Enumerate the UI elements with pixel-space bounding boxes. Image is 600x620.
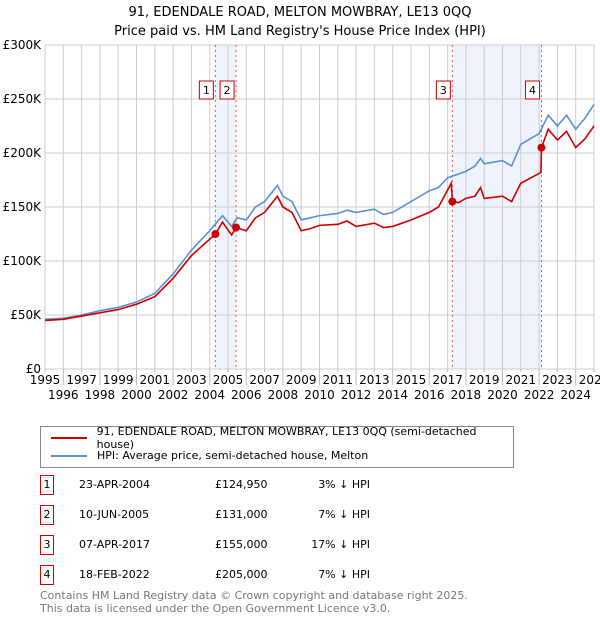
x-tick-label: 1996: [48, 388, 79, 402]
legend-swatch-red: [51, 436, 87, 439]
sale-point: [211, 230, 220, 239]
x-tick-label: 2015: [396, 373, 427, 387]
x-tick-label: 1998: [85, 388, 116, 402]
sale-label-box: [524, 80, 540, 100]
x-tick-label: 2008: [268, 388, 299, 402]
sale-price: £131,000: [215, 508, 268, 521]
x-tick-label: 2006: [231, 388, 262, 402]
sale-label-box: [435, 80, 451, 100]
sale-label-box: [198, 80, 214, 100]
x-tick-label: 2010: [304, 388, 335, 402]
sale-date: 07-APR-2017: [79, 538, 151, 551]
x-tick-label: 2005: [213, 373, 244, 387]
x-tick-label: 1999: [103, 373, 134, 387]
y-tick-label: £250K: [3, 92, 43, 106]
legend-item-property: 91, EDENDALE ROAD, MELTON MOWBRAY, LE13 …: [51, 425, 513, 451]
x-tick-label: 2007: [249, 373, 280, 387]
sale-point: [232, 223, 241, 232]
sale-point: [537, 143, 546, 152]
sale-row: 3 07-APR-2017 £155,000 17% ↓ HPI: [40, 535, 440, 555]
sale-row: 2 10-JUN-2005 £131,000 7% ↓ HPI: [40, 505, 440, 525]
chart-title: 91, EDENDALE ROAD, MELTON MOWBRAY, LE13 …: [0, 3, 600, 41]
sale-hpi-diff: 3% ↓ HPI: [318, 478, 370, 491]
sale-row: 4 18-FEB-2022 £205,000 7% ↓ HPI: [40, 565, 440, 585]
sale-row: 1 23-APR-2004 £124,950 3% ↓ HPI: [40, 475, 440, 495]
x-tick-label: 2016: [414, 388, 445, 402]
y-tick-label: £150K: [3, 200, 43, 214]
sale-number: 4: [40, 565, 54, 585]
x-tick-label: 1995: [30, 373, 61, 387]
x-tick-label: 2023: [542, 373, 573, 387]
legend-item-hpi: HPI: Average price, semi-detached house,…: [51, 447, 368, 464]
y-tick-label: £200K: [3, 146, 43, 160]
hpi-line: [44, 103, 595, 321]
footer: Contains HM Land Registry data © Crown c…: [40, 589, 468, 615]
sale-number: 1: [40, 475, 54, 495]
x-tick-label: 2011: [323, 373, 354, 387]
x-tick-label: 2004: [194, 388, 225, 402]
x-tick-label: 2001: [140, 373, 171, 387]
sale-label: 4: [529, 84, 536, 97]
legend-label: HPI: Average price, semi-detached house,…: [97, 449, 369, 462]
x-tick-label: 2002: [158, 388, 189, 402]
sale-label-box: [219, 80, 235, 100]
legend-label: 91, EDENDALE ROAD, MELTON MOWBRAY, LE13 …: [96, 424, 477, 451]
sale-hpi-diff: 7% ↓ HPI: [318, 508, 370, 521]
sale-label: 1: [203, 84, 210, 97]
sale-number: 3: [40, 535, 54, 555]
subtitle-line: Price paid vs. HM Land Registry's House …: [114, 24, 486, 39]
title-line: 91, EDENDALE ROAD, MELTON MOWBRAY, LE13 …: [128, 5, 472, 20]
x-tick-label: 2014: [377, 388, 408, 402]
x-tick-label: 2019: [469, 373, 500, 387]
x-tick-label: 2017: [432, 373, 463, 387]
sale-date: 10-JUN-2005: [79, 508, 150, 521]
legend-swatch-blue: [51, 454, 87, 457]
x-tick-label: 2018: [451, 388, 482, 402]
sale-date: 18-FEB-2022: [79, 568, 150, 581]
x-tick-label: 2003: [176, 373, 207, 387]
y-tick-label: £50K: [10, 308, 42, 322]
sale-price: £124,950: [215, 478, 268, 491]
footer-line: Contains HM Land Registry data © Crown c…: [40, 589, 468, 602]
sale-date: 23-APR-2004: [79, 478, 151, 491]
sale-price: £155,000: [215, 538, 268, 551]
x-tick-label: 2024: [560, 388, 591, 402]
x-tick-label: 2013: [359, 373, 390, 387]
x-tick-label: 2012: [341, 388, 372, 402]
x-tick-label: 2021: [506, 373, 537, 387]
x-tick-label: 2000: [121, 388, 152, 402]
sale-price: £205,000: [215, 568, 268, 581]
y-tick-label: £0: [26, 362, 41, 376]
x-tick-label: 2022: [524, 388, 555, 402]
chart-legend: 91, EDENDALE ROAD, MELTON MOWBRAY, LE13 …: [40, 425, 514, 468]
x-tick-label: 1997: [66, 373, 97, 387]
sale-hpi-diff: 17% ↓ HPI: [311, 538, 370, 551]
x-tick-label: 2009: [286, 373, 317, 387]
x-tick-label: 2025: [579, 373, 600, 387]
sale-label: 2: [224, 84, 231, 97]
footer-line: This data is licensed under the Open Gov…: [40, 602, 391, 615]
y-tick-label: £100K: [3, 254, 43, 268]
sale-point: [448, 197, 457, 206]
sale-number: 2: [40, 505, 54, 525]
price-paid-line: [44, 125, 595, 322]
price-chart: 1995199619971998199920002001200220032004…: [3, 38, 600, 402]
sale-label: 3: [440, 84, 447, 97]
y-tick-label: £300K: [3, 38, 43, 52]
sale-hpi-diff: 7% ↓ HPI: [318, 568, 370, 581]
x-tick-label: 2020: [487, 388, 518, 402]
